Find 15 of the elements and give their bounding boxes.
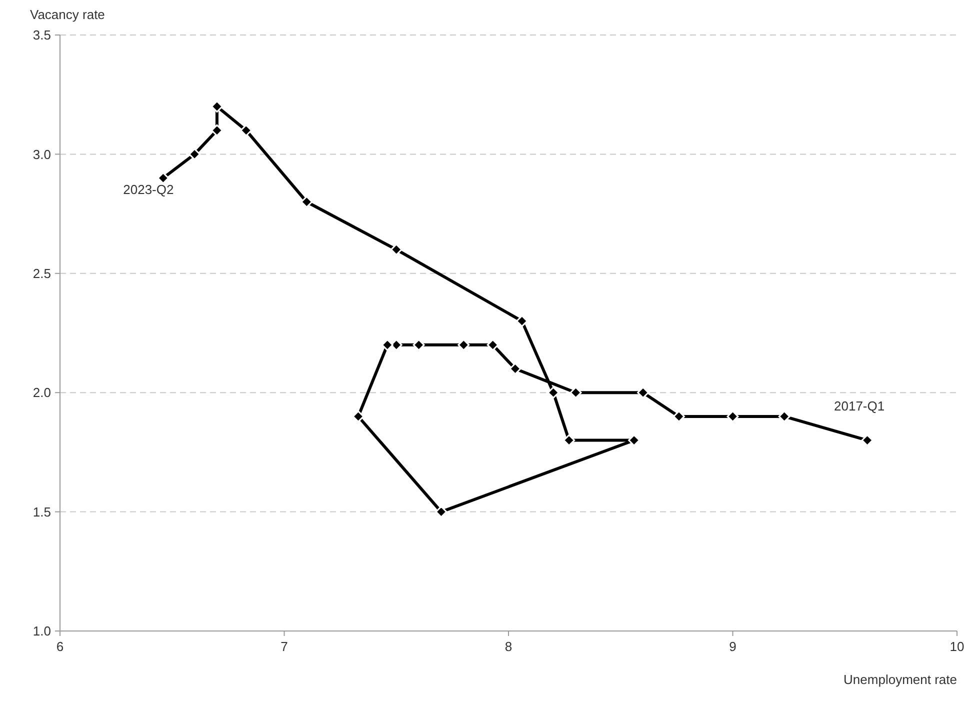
y-tick-label: 3.0	[32, 146, 51, 162]
y-tick-label: 2.5	[32, 266, 51, 281]
y-tick-label: 1.0	[32, 624, 51, 639]
y-tick-label: 3.5	[32, 28, 51, 43]
y-tick-label: 2.0	[32, 385, 51, 400]
x-tick-label: 8	[504, 639, 512, 654]
x-tick-label: 9	[729, 639, 736, 654]
x-axis-title: Unemployment rate	[844, 672, 957, 687]
annotation: 2023-Q2	[123, 182, 174, 198]
x-tick-label: 6	[56, 639, 64, 654]
annotation: 2017-Q1	[834, 398, 885, 414]
x-tick-label: 10	[950, 639, 964, 654]
y-axis-title: Vacancy rate	[30, 7, 105, 22]
x-tick-label: 7	[280, 639, 288, 654]
y-tick-label: 1.5	[32, 504, 51, 520]
